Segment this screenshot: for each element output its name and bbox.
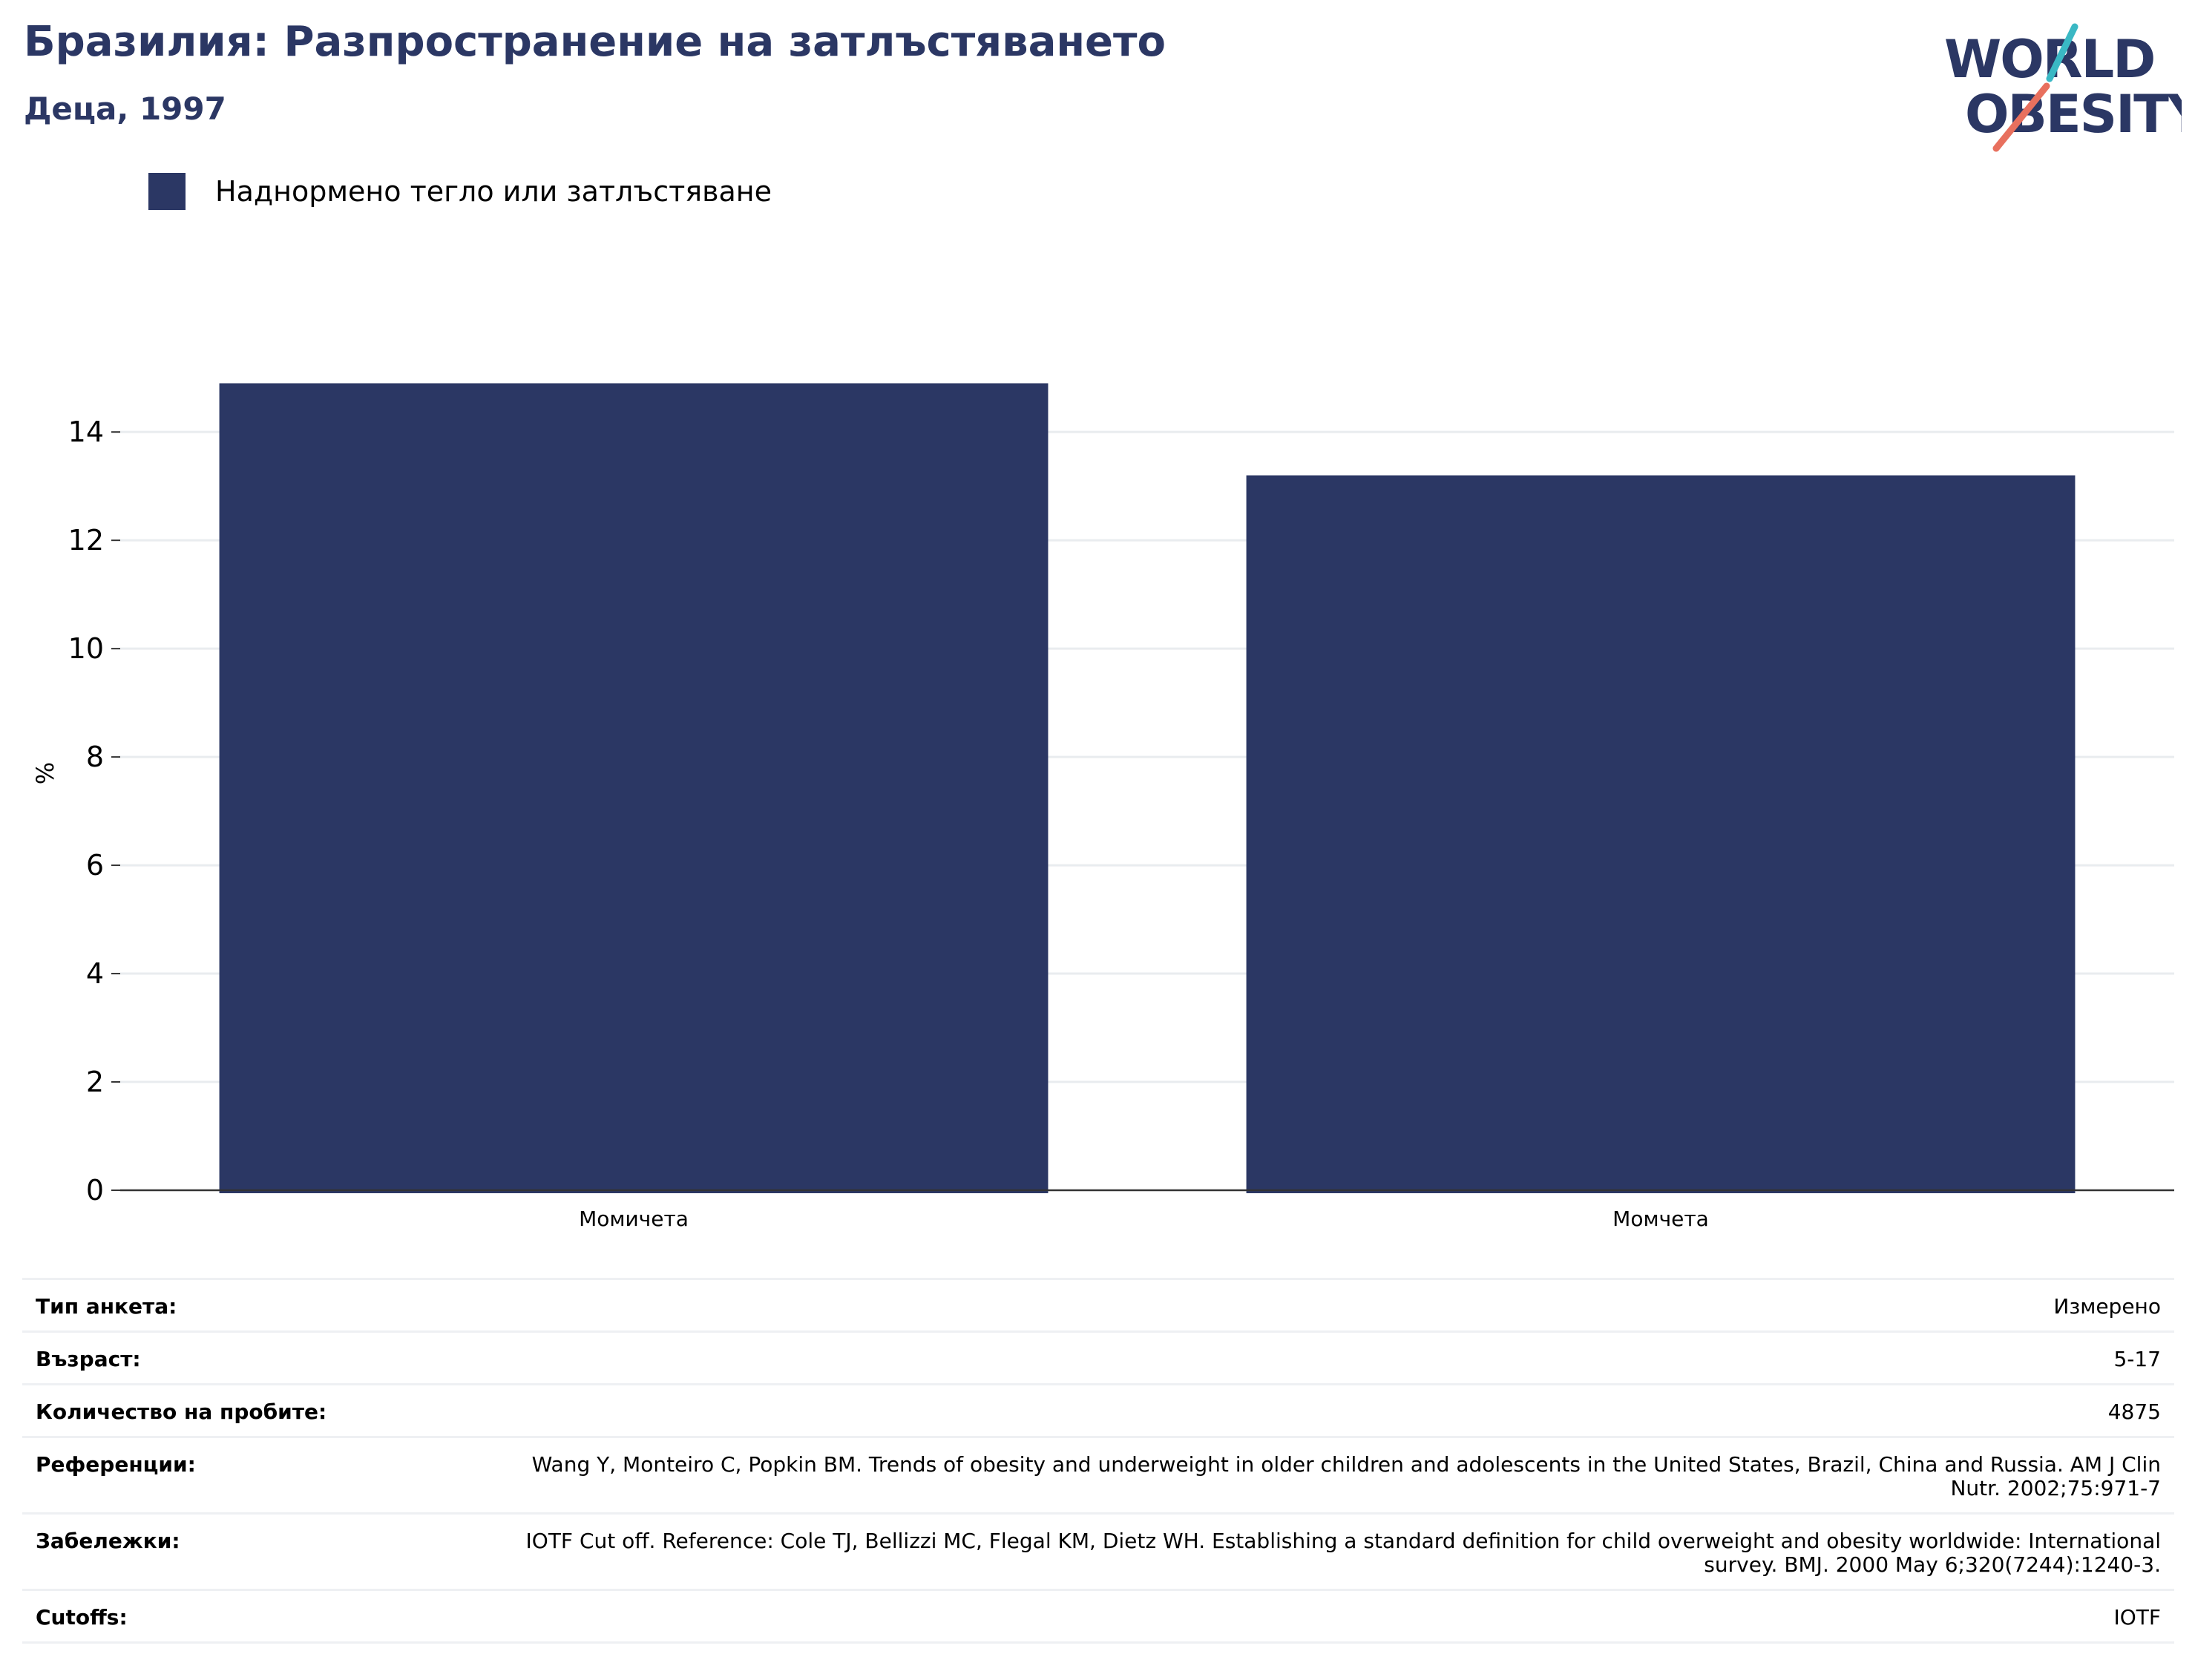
logo-slash-teal [2046,23,2078,82]
info-key: Количество на пробите: [22,1383,494,1437]
y-tick-label: 0 [86,1174,104,1207]
legend: Наднормено тегло или затлъстяване [148,172,772,211]
info-row: Референции: Wang Y, Monteiro C, Popkin BM… [22,1436,2174,1514]
info-value: IOTF Cut off. Reference: Cole TJ, Belliz… [494,1512,2174,1590]
info-value: 5-17 [494,1330,2174,1385]
y-tick-label: 4 [86,957,104,990]
y-tick-label: 14 [68,416,104,448]
info-value: Wang Y, Monteiro C, Popkin BM. Trends of… [494,1436,2174,1514]
x-tick-label: Момичета [579,1207,689,1231]
info-key: Cutoffs: [22,1589,494,1644]
survey-info-table: Тип анкета: Измерено Възраст: 5-17 Количеств… [22,1278,2174,1644]
y-tick-label: 2 [86,1066,104,1098]
y-tick-label: 12 [68,524,104,557]
y-tick-label: 8 [86,741,104,773]
info-key: Възраст: [22,1330,494,1385]
info-key: Референции: [22,1436,494,1514]
logo-slash-coral [1992,82,2050,152]
info-row: Забележки: IOTF Cut off. Reference: Cole … [22,1512,2174,1590]
chart-title: Бразилия: Разпространение на затлъстяван… [24,18,1166,66]
info-row: Количество на пробите: 4875 [22,1383,2174,1437]
legend-swatch [148,173,186,210]
info-key: Забележки: [22,1512,494,1590]
legend-label: Наднормено тегло или затлъстяване [215,175,772,208]
y-tick-label: 6 [86,849,104,882]
x-tick-label: Момчета [1612,1207,1709,1231]
info-row: Възраст: 5-17 [22,1330,2174,1385]
info-row: Тип анкета: Измерено [22,1278,2174,1332]
info-value: 4875 [494,1383,2174,1437]
bar-chart: 0 2 4 6 8 10 12 14% Момичета Момчета [31,383,2174,1231]
bar-boys [1246,475,2076,1193]
logo-line-obesity: OBESITY [1965,84,2182,145]
info-row: Cutoffs: IOTF [22,1589,2174,1644]
info-value: IOTF [494,1589,2174,1644]
info-key: Тип анкета: [22,1278,494,1332]
info-value: Измерено [494,1278,2174,1332]
y-tick-label: 10 [68,632,104,665]
y-axis-label: % [31,762,59,784]
world-obesity-logo: WORLD OBESITY [1944,23,2182,152]
bar-girls [219,383,1049,1193]
chart-subtitle: Деца, 1997 [24,91,226,127]
